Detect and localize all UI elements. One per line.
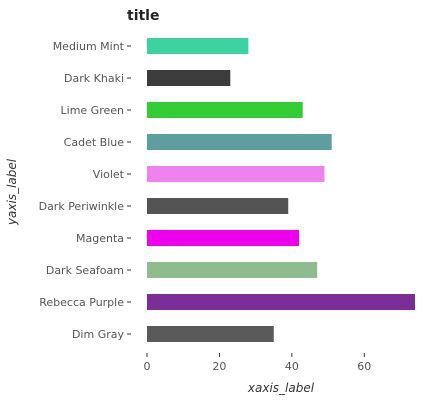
y-tick-label: Medium Mint [53, 40, 125, 53]
x-tick-label: 60 [357, 360, 371, 373]
bar-rebecca-purple [147, 294, 415, 310]
bar-cadet-blue [147, 134, 332, 150]
y-tick-label: Dark Seafoam [46, 264, 124, 277]
bar-dark-khaki [147, 70, 231, 86]
y-axis-title: yaxis_label [5, 158, 19, 226]
chart-title: title [127, 8, 159, 24]
bar-medium-mint [147, 38, 249, 54]
y-tick-label: Dim Gray [72, 328, 125, 341]
y-tick-label: Lime Green [61, 104, 125, 117]
y-tick-label: Magenta [76, 232, 124, 245]
x-tick-label: 40 [285, 360, 299, 373]
y-tick-label: Rebecca Purple [39, 296, 124, 309]
bar-magenta [147, 230, 300, 246]
x-tick-label: 20 [212, 360, 226, 373]
y-tick-label: Cadet Blue [64, 136, 125, 149]
y-tick-label: Violet [93, 168, 125, 181]
bar-dark-periwinkle [147, 198, 289, 214]
x-ticks: 0 20 40 60 [144, 353, 371, 373]
bars-group [147, 38, 415, 342]
y-tick-label: Dark Khaki [64, 72, 124, 85]
bar-lime-green [147, 102, 303, 118]
bar-dark-seafoam [147, 262, 318, 278]
x-tick-label: 0 [144, 360, 151, 373]
y-tick-labels: Dim Gray Rebecca Purple Dark Seafoam Magent… [39, 40, 131, 341]
x-axis-title: xaxis_label [247, 381, 315, 395]
bar-violet [147, 166, 325, 182]
y-tick-label: Dark Periwinkle [39, 200, 125, 213]
bar-dim-gray [147, 326, 274, 342]
